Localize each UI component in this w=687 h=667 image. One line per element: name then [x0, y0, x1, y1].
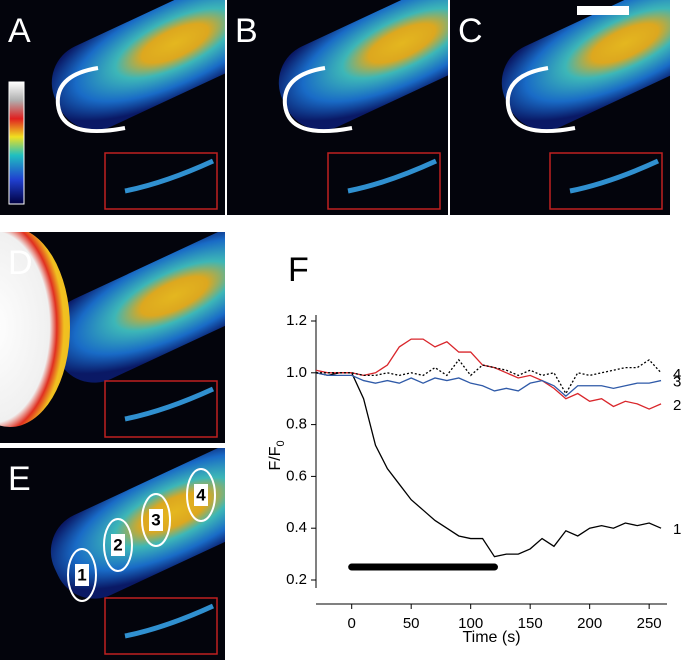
roi: [103, 518, 133, 572]
image-panel: A: [0, 0, 225, 215]
image-content: B: [227, 0, 448, 215]
x-tick-label: 0: [348, 615, 356, 632]
chart: F 0.2 0.4 0.6 0.8 1.0 1.2 0 50 100 150 200 250 Time (…: [267, 251, 681, 646]
x-tick-label: 250: [637, 615, 662, 632]
colorbar: [8, 81, 25, 205]
panel-label: B: [235, 12, 258, 50]
panel-label: E: [8, 460, 31, 498]
y-tick-label: 1.0: [286, 364, 307, 381]
series-line: [315, 338, 662, 410]
roi-label-bg: [75, 564, 89, 586]
series-line: [315, 372, 662, 558]
bead: [0, 232, 70, 427]
roi: [67, 548, 97, 602]
series-label: 3: [673, 374, 681, 391]
x-tick-label: 150: [518, 615, 543, 632]
pipette-outline: [55, 66, 126, 133]
cell: [278, 0, 448, 130]
roi-label: 4: [196, 485, 206, 504]
cell: [51, 0, 225, 130]
image-panel: D: [0, 232, 225, 443]
pipette-outline: [282, 66, 353, 133]
series-label: 4: [673, 366, 681, 383]
series-label: 2: [673, 397, 681, 414]
y-label-sub: 0: [275, 440, 287, 446]
image-panel: E: [0, 448, 225, 660]
inset-cell: [124, 386, 215, 422]
y-tick-label: 0.2: [286, 571, 307, 588]
cell: [50, 232, 225, 383]
roi-label: 3: [151, 510, 160, 529]
y-axis-label: F/F0: [267, 440, 287, 470]
panel-label: C: [458, 12, 483, 50]
roi-label-bg: [149, 509, 163, 531]
y-tick-label: 0.6: [286, 467, 307, 484]
panel-label: D: [8, 244, 33, 282]
panel-label: F: [288, 251, 309, 289]
inset-cell: [347, 158, 438, 194]
roi-label-bg: [194, 484, 208, 506]
panel-label: A: [8, 12, 31, 50]
roi: [186, 468, 216, 522]
pipette-outline: [505, 66, 576, 133]
y-tick-label: 1.2: [286, 312, 307, 329]
scale-bar: [577, 6, 629, 15]
image-content: C: [450, 0, 670, 215]
cell: [50, 448, 225, 599]
series-line: [315, 372, 662, 397]
y-label-main: F/F: [267, 446, 284, 470]
roi-label: 1: [77, 565, 86, 584]
x-axis-label: Time (s): [462, 629, 520, 646]
series-label: 1: [673, 521, 681, 538]
roi-label: 2: [113, 535, 122, 554]
roi: [141, 493, 171, 547]
x-tick-label: 100: [458, 615, 483, 632]
roi-label-bg: [111, 534, 125, 556]
image-panel: C: [450, 0, 670, 215]
inset-cell: [569, 158, 660, 194]
image-content: E: [0, 448, 225, 660]
image-content: A: [0, 0, 225, 215]
image-panel: B: [227, 0, 448, 215]
inset-cell: [124, 603, 215, 639]
x-tick-label: 50: [403, 615, 420, 632]
cell: [501, 0, 670, 130]
x-tick-label: 200: [577, 615, 602, 632]
y-tick-label: 0.8: [286, 416, 307, 433]
y-tick-label: 0.4: [286, 519, 307, 536]
series-line: [316, 358, 662, 395]
inset-cell: [124, 158, 215, 194]
image-content: D: [0, 232, 225, 443]
